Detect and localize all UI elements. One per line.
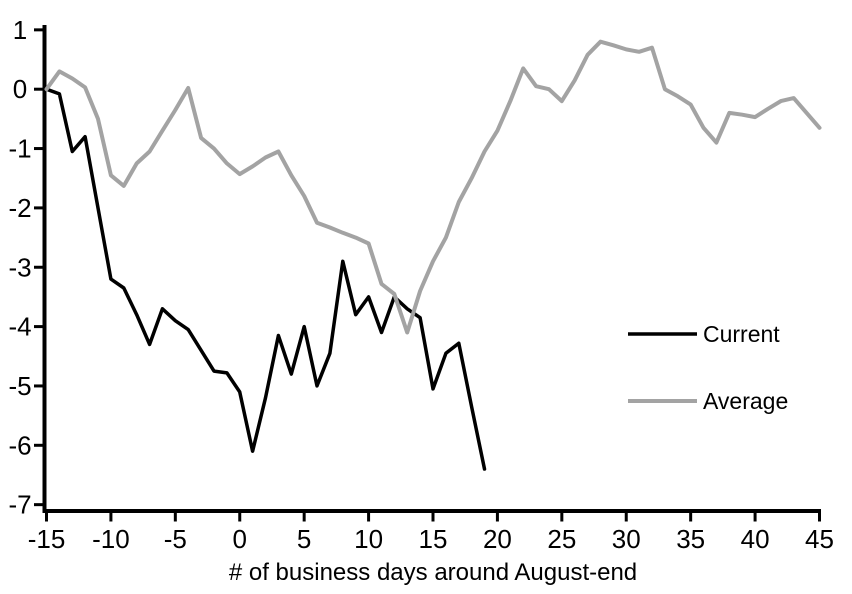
y-tick-label: -7	[8, 490, 31, 520]
y-tick-label: -2	[8, 193, 31, 223]
x-tick-label: 30	[612, 524, 641, 554]
y-tick-label: -3	[8, 252, 31, 282]
y-tick-label: 0	[13, 74, 27, 104]
legend: Current Average	[628, 321, 788, 414]
y-tick-label: -5	[8, 371, 31, 401]
series-line-average	[44, 39, 822, 335]
series-lines	[44, 39, 822, 471]
legend-label-average: Average	[703, 388, 788, 414]
y-tick-label: -1	[8, 134, 31, 164]
x-tick-label: 15	[419, 524, 448, 554]
y-tick-label: 1	[13, 15, 27, 45]
x-tick-label: 25	[547, 524, 576, 554]
x-tick-label: -5	[164, 524, 187, 554]
x-tick-label: 45	[805, 524, 834, 554]
x-tick-label: -10	[92, 524, 130, 554]
y-tick-label: -4	[8, 312, 31, 342]
x-tick-label: -15	[28, 524, 66, 554]
x-axis-title: # of business days around August-end	[229, 559, 637, 586]
x-tick-label: 40	[741, 524, 770, 554]
series-line-current	[44, 87, 487, 471]
x-tick-label: 0	[233, 524, 247, 554]
axes: 10-1-2-3-4-5-6-7-15 -10 -5 0 5 10 15 20 25 30 35 40…	[8, 15, 834, 554]
x-tick-label: 5	[297, 524, 311, 554]
x-tick-label: 35	[676, 524, 705, 554]
y-tick-label: -6	[8, 430, 31, 460]
x-tick-label: 20	[483, 524, 512, 554]
legend-label-current: Current	[703, 321, 780, 347]
x-tick-label: 10	[354, 524, 383, 554]
